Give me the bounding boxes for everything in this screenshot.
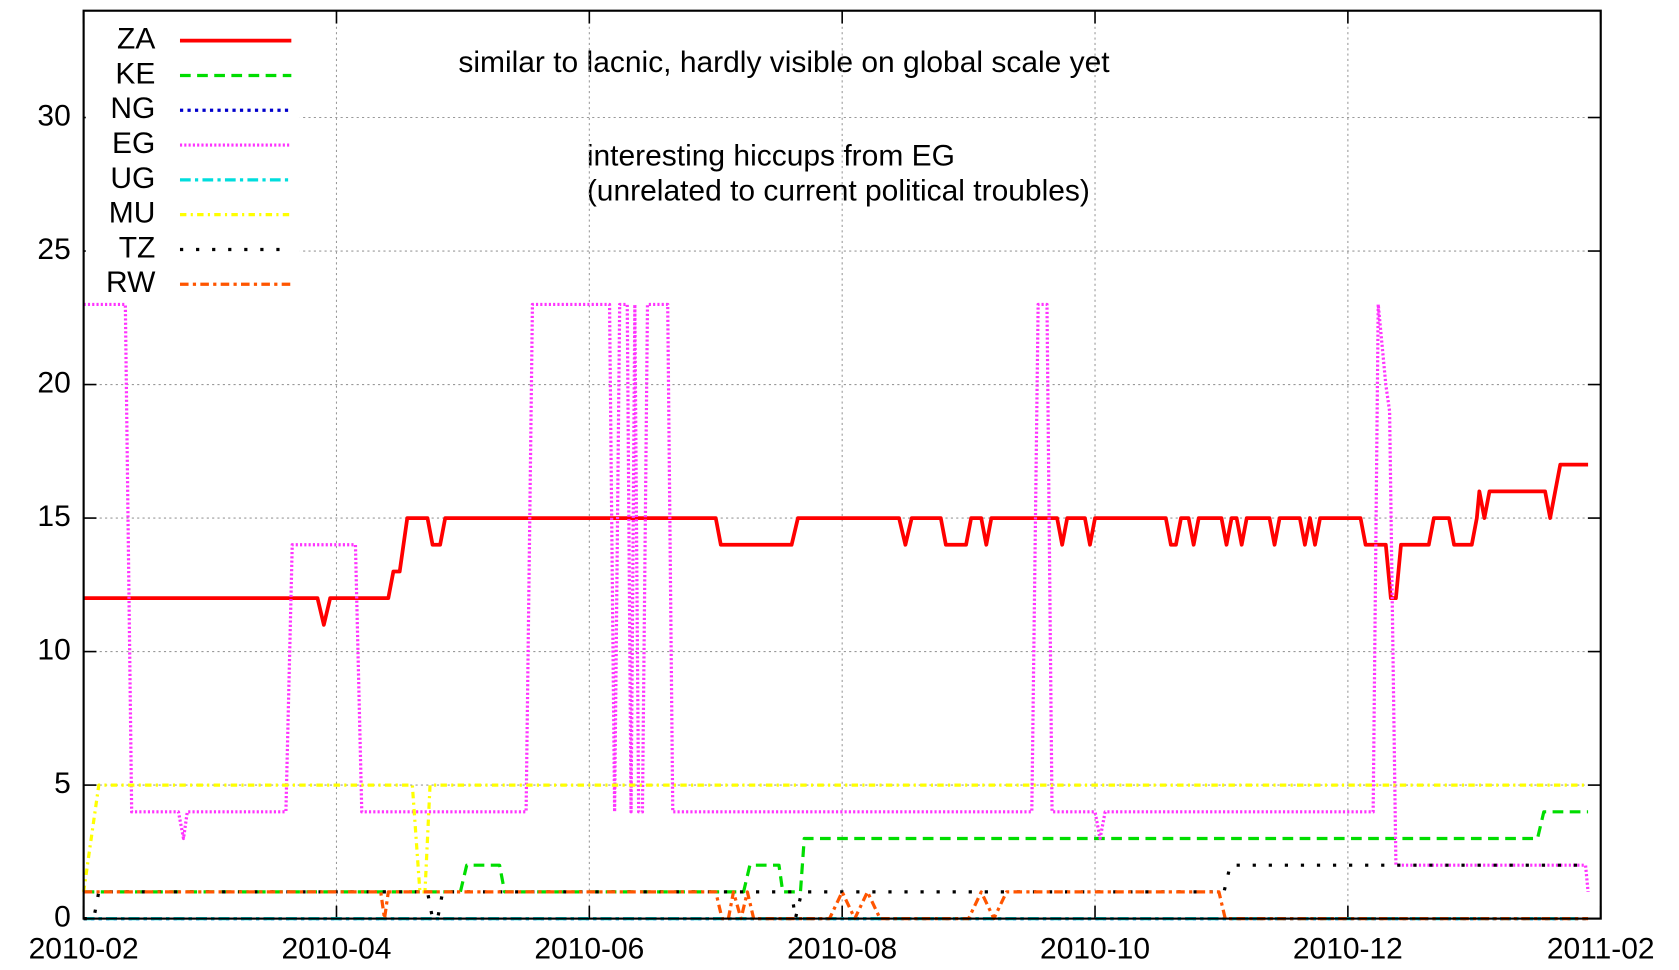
y-tick-label: 20 [37,366,70,399]
legend-label: EG [112,127,155,160]
x-tick-label: 2011-02 [1547,933,1655,966]
legend-label: KE [115,57,155,90]
series-line [83,302,1590,893]
legend-label: TZ [119,231,156,264]
legend-label: ZA [117,23,155,56]
y-tick-label: 0 [54,901,71,934]
y-tick-label: 30 [37,99,70,132]
x-tick-label: 2010-10 [1040,933,1150,966]
x-tick-label: 2010-08 [787,933,897,966]
legend-label: MU [109,197,156,230]
series-line [83,810,1589,894]
series-line [82,783,1589,894]
y-tick-label: 15 [37,500,70,533]
annotation: (unrelated to current political troubles… [587,175,1090,208]
y-tick-label: 10 [37,634,70,667]
legend-bg [85,234,300,265]
x-tick-label: 2010-02 [29,933,139,966]
legend-label: NG [110,92,155,125]
annotation: interesting hiccups from EG [587,139,955,172]
legend-bg [85,60,300,91]
plot-border [82,9,1602,920]
y-tick-label: 25 [37,233,70,266]
legend-label: RW [106,266,156,299]
x-tick-label: 2010-06 [534,933,644,966]
annotation: similar to lacnic, hardly visible on glo… [458,46,1110,79]
x-tick-label: 2010-12 [1293,933,1403,966]
x-tick-label: 2010-04 [281,933,391,966]
y-tick-label: 5 [54,767,71,800]
legend-label: UG [110,162,155,195]
